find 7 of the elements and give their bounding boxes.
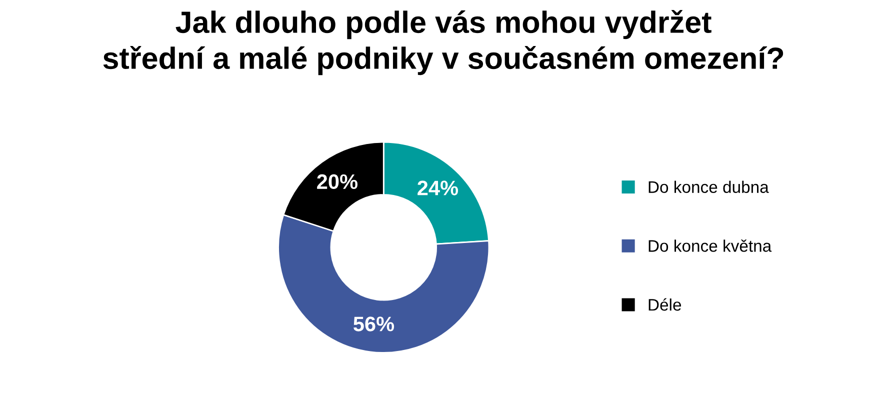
legend-label: Déle — [648, 298, 682, 311]
chart-title: Jak dlouho podle vás mohou vydržet střední a malé podniky v současném omezení? — [103, 10, 784, 76]
legend-label: Do konce dubna — [648, 180, 769, 193]
data-label: 24% — [418, 180, 458, 196]
data-label: 20% — [317, 174, 358, 190]
data-label: 56% — [354, 316, 394, 332]
legend-label: Do konce května — [648, 240, 772, 252]
